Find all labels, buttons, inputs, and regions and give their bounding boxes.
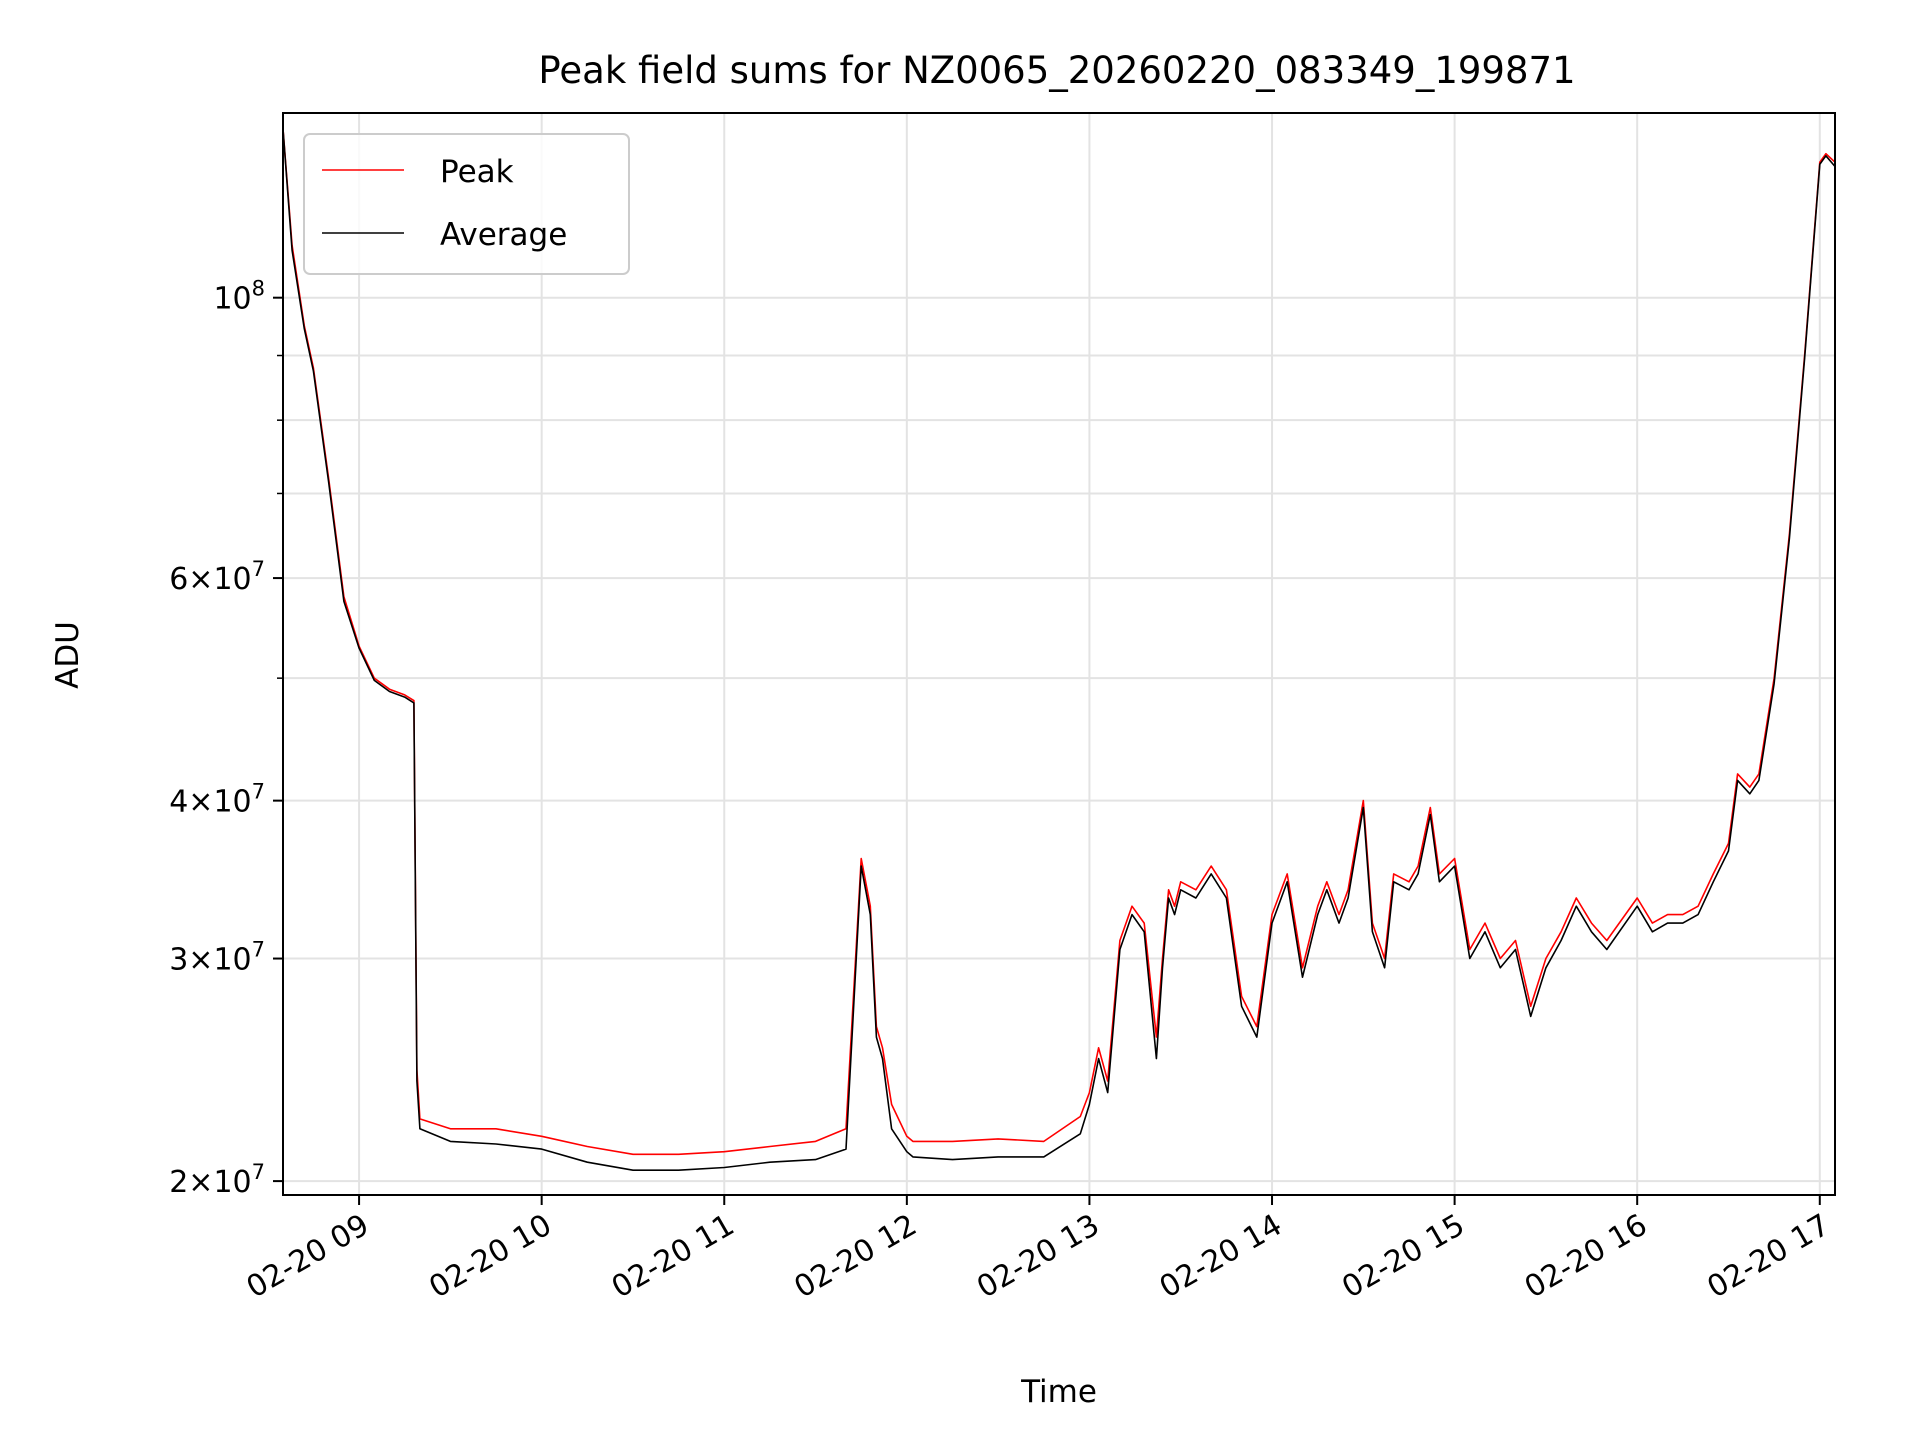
grid-lines [283, 113, 1835, 1195]
y-tick-label: 6×107 [169, 557, 265, 597]
series-line-peak [282, 128, 1836, 1156]
series-line-average [282, 128, 1836, 1171]
x-axis-label: Time [1020, 1374, 1097, 1410]
y-tick-label: 4×107 [169, 780, 265, 820]
legend-label-average: Average [440, 217, 567, 253]
legend-box [303, 133, 630, 275]
y-tick-label: 3×107 [169, 938, 265, 978]
chart-title: Peak field sums for NZ0065_20260220_0833… [538, 49, 1575, 92]
axes-frame [282, 112, 1836, 1196]
y-tick-label: 2×107 [169, 1160, 265, 1200]
legend-label-peak: Peak [440, 154, 514, 190]
legend: Peak Average [303, 133, 630, 275]
plot-area [282, 128, 1836, 1171]
y-axis-label: ADU [50, 621, 86, 689]
